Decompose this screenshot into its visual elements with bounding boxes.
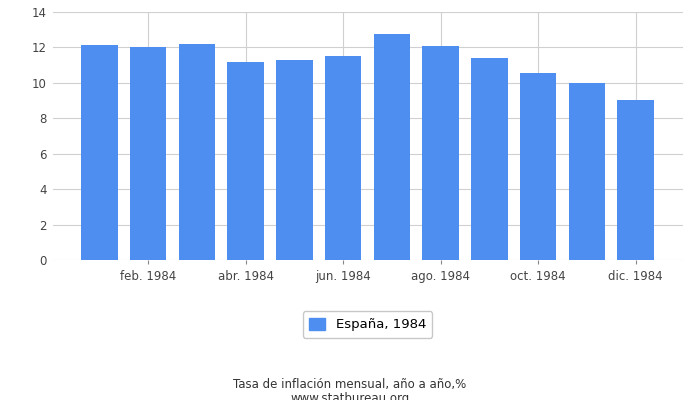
Bar bbox=[374, 34, 410, 260]
Bar bbox=[276, 60, 313, 260]
Bar bbox=[81, 45, 118, 260]
Bar bbox=[130, 48, 167, 260]
Legend: España, 1984: España, 1984 bbox=[302, 311, 433, 338]
Text: Tasa de inflación mensual, año a año,%: Tasa de inflación mensual, año a año,% bbox=[233, 378, 467, 391]
Bar bbox=[178, 44, 215, 260]
Bar bbox=[228, 62, 264, 260]
Bar bbox=[422, 46, 459, 260]
Bar bbox=[325, 56, 361, 260]
Bar bbox=[568, 83, 605, 260]
Text: www.statbureau.org: www.statbureau.org bbox=[290, 392, 410, 400]
Bar bbox=[617, 100, 654, 260]
Bar bbox=[520, 73, 556, 260]
Bar bbox=[471, 58, 508, 260]
